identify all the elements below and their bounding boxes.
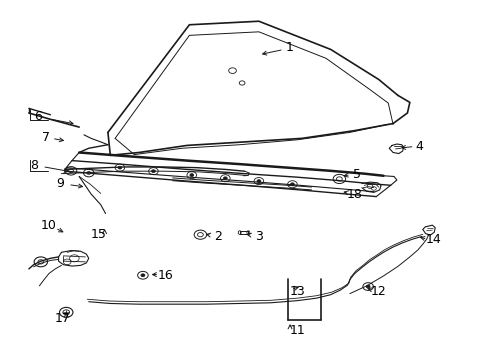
Circle shape [118, 166, 122, 169]
Circle shape [290, 183, 294, 186]
Text: 3: 3 [254, 230, 262, 243]
Text: 4: 4 [415, 140, 423, 153]
Text: 1: 1 [285, 41, 293, 54]
Text: 15: 15 [90, 228, 106, 241]
Text: 18: 18 [346, 188, 362, 201]
Circle shape [141, 274, 144, 277]
Circle shape [223, 177, 227, 180]
Text: 6: 6 [35, 110, 42, 123]
Text: 2: 2 [214, 230, 222, 243]
Circle shape [189, 174, 193, 176]
Text: 5: 5 [352, 168, 360, 181]
Text: 10: 10 [41, 219, 57, 232]
Text: 12: 12 [370, 285, 386, 298]
Text: 9: 9 [56, 177, 64, 190]
Text: 7: 7 [41, 131, 49, 144]
Text: 11: 11 [289, 324, 305, 337]
Text: 14: 14 [425, 234, 441, 247]
Circle shape [256, 180, 260, 183]
Circle shape [151, 170, 155, 172]
Text: 17: 17 [54, 312, 70, 325]
Text: 16: 16 [157, 269, 173, 282]
Circle shape [366, 285, 369, 288]
Text: 13: 13 [289, 285, 305, 298]
Text: 8: 8 [31, 159, 39, 172]
